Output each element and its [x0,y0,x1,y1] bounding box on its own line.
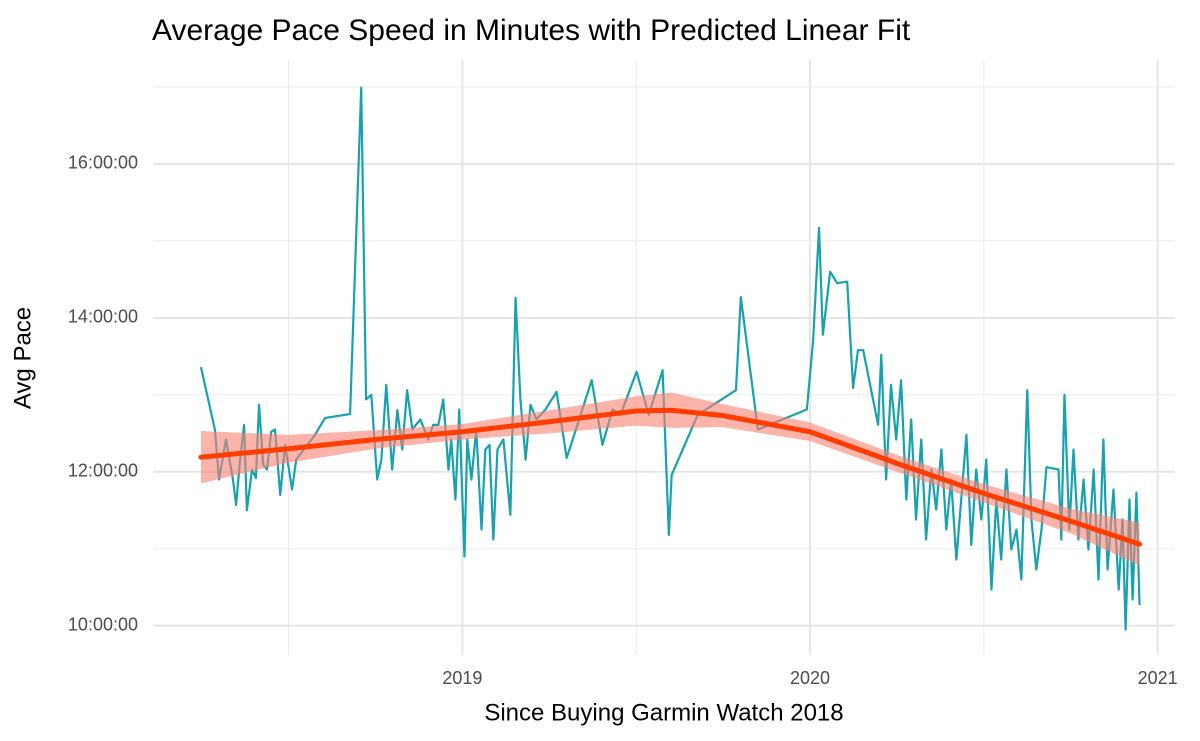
x-tick-label: 2019 [442,668,482,688]
y-tick-label: 16:00:00 [68,153,138,173]
y-tick-label: 10:00:00 [68,615,138,635]
y-tick-label: 12:00:00 [68,461,138,481]
grid: 10:00:00 12:00:00 14:00:00 16:00:00 2019 2020… [68,60,1178,688]
x-tick-label: 2021 [1138,668,1178,688]
y-tick-label: 14:00:00 [68,307,138,327]
x-axis-title: Since Buying Garmin Watch 2018 [484,699,843,726]
plot-area [198,86,1143,631]
y-axis-title: Avg Pace [9,307,36,409]
chart-title: Average Pace Speed in Minutes with Predi… [152,14,911,47]
x-tick-label: 2020 [790,668,830,688]
data-line [199,86,1141,631]
fit-line [198,407,1143,547]
